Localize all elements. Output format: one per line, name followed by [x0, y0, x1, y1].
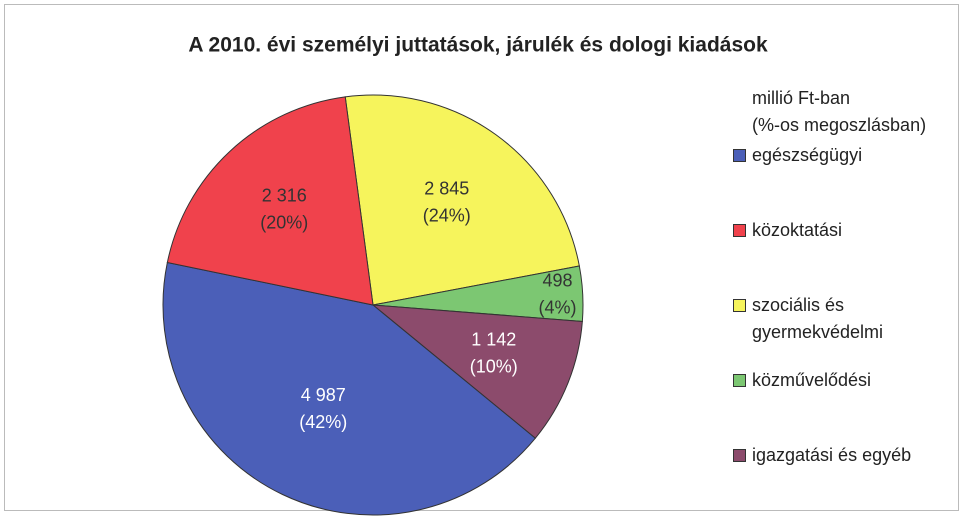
legend-item: közoktatási [733, 217, 948, 244]
percent-label: (20%) [260, 212, 308, 232]
value-label: 4 987 [301, 385, 346, 405]
legend-swatch [733, 299, 746, 312]
pie-slice [162, 261, 537, 516]
legend-item: igazgatási és egyéb [733, 442, 948, 469]
legend-item: szociális és gyermekvédelmi [733, 292, 948, 346]
percent-label: (10%) [470, 356, 518, 376]
value-label: 2 316 [262, 185, 307, 205]
legend-swatch [733, 149, 746, 162]
legend-title: millió Ft-ban [752, 88, 851, 108]
pie-slice [371, 304, 583, 439]
legend-item: egészségügyi [733, 142, 948, 169]
legend-item: közművelődési [733, 367, 948, 394]
pie-slice [166, 96, 374, 306]
legend-title: (%-os megoszlásban) [752, 115, 927, 135]
pie-slice [344, 94, 580, 306]
chart-title: A 2010. évi személyi juttatások, járulék… [188, 34, 768, 57]
legend-swatch [733, 224, 746, 237]
percent-label: (4%) [539, 298, 577, 318]
legend-label: egészségügyi [752, 145, 863, 165]
legend-label: közművelődési [752, 370, 872, 390]
percent-label: (42%) [299, 412, 347, 432]
legend-label: közoktatási [752, 220, 843, 240]
value-label: 1 142 [471, 329, 516, 349]
value-label: 2 845 [424, 179, 469, 199]
legend-label: szociális és gyermekvédelmi [752, 295, 884, 342]
percent-label: (24%) [423, 206, 471, 226]
legend-swatch [733, 374, 746, 387]
legend-label: igazgatási és egyéb [752, 445, 912, 465]
legend-swatch [733, 449, 746, 462]
value-label: 498 [543, 271, 573, 291]
frame [4, 4, 959, 511]
